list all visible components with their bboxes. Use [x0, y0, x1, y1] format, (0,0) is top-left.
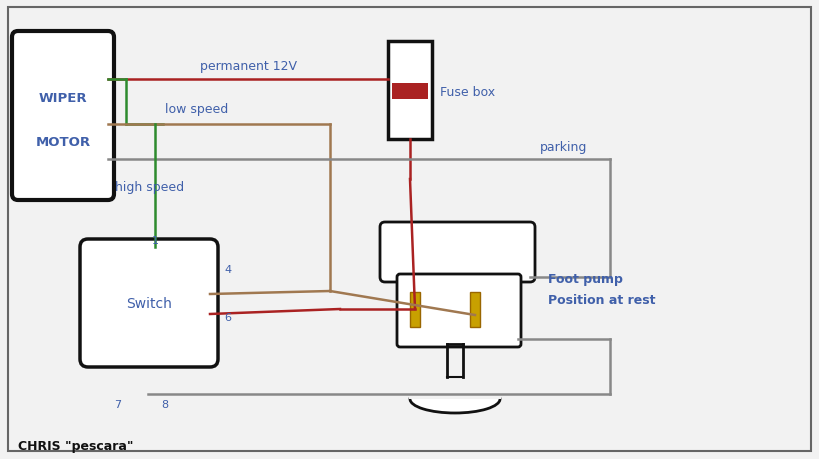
Text: 1: 1 [152, 235, 159, 246]
FancyBboxPatch shape [380, 223, 535, 282]
Text: permanent 12V: permanent 12V [200, 59, 297, 73]
Bar [388, 42, 432, 140]
Text: Position at rest: Position at rest [548, 293, 655, 306]
Text: 7: 7 [115, 399, 121, 409]
Text: 8: 8 [161, 399, 169, 409]
Bar [392, 84, 428, 100]
Text: MOTOR: MOTOR [35, 136, 91, 149]
Text: Foot pump: Foot pump [548, 273, 623, 286]
FancyBboxPatch shape [12, 32, 114, 201]
Bar [409, 383, 501, 399]
Bar [410, 292, 420, 327]
FancyBboxPatch shape [80, 240, 218, 367]
FancyBboxPatch shape [397, 274, 521, 347]
Text: WIPER: WIPER [38, 91, 88, 104]
Bar [470, 292, 480, 327]
Text: high speed: high speed [115, 181, 184, 194]
Text: CHRIS "pescara": CHRIS "pescara" [18, 440, 133, 453]
Text: parking: parking [540, 141, 587, 154]
Ellipse shape [410, 385, 500, 413]
Text: 6: 6 [224, 312, 231, 322]
Text: low speed: low speed [165, 103, 229, 116]
Text: Fuse box: Fuse box [440, 85, 495, 98]
Text: Switch: Switch [126, 297, 172, 310]
Text: 4: 4 [224, 264, 231, 274]
